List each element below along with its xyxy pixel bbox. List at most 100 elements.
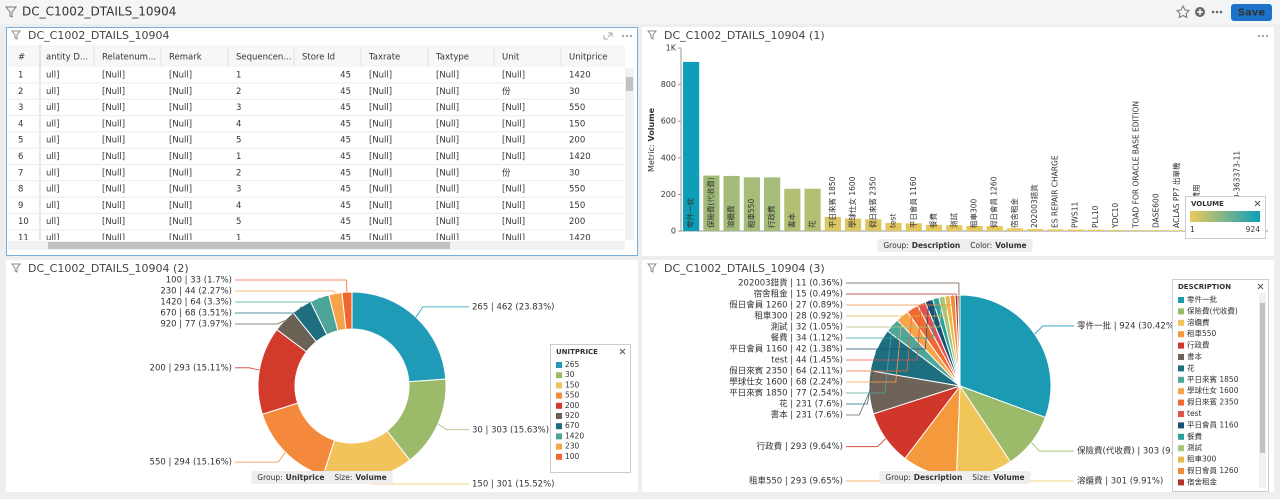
v-scrollbar[interactable] [625,68,634,240]
slice-label: 餐費 | 34 (1.12%) [771,333,843,344]
bar-label: 溶纜費 [726,205,736,228]
table-cell: 150 [569,119,585,129]
panel-title: DC_C1002_DTAILS_10904 [28,29,170,42]
legend-label[interactable]: 書本 [1187,351,1203,361]
legend-label[interactable]: 溶纜費 [1187,317,1210,327]
table-cell: 2 [236,168,241,178]
leader-line [235,279,348,293]
legend-label[interactable]: 宿舍租金 [1187,476,1217,486]
column-header: Sequencen... [236,53,291,63]
column-header: Relatenum... [102,53,156,63]
table-cell: 1 [236,152,241,162]
legend-label[interactable]: 202003錯貨 [1187,488,1231,498]
slice [341,291,353,330]
slice-label: 保險費(代收費) | 303 (9.97%) [1077,446,1195,457]
legend-label[interactable]: 150 [565,380,580,389]
legend-label[interactable]: 265 [565,360,580,369]
bar-label: ACLAS PP7 出單機 [1171,162,1181,228]
legend-label[interactable]: 學球仕女 1600 [1187,385,1239,395]
bar-label: 書本 [786,213,796,228]
panel-icons [11,30,1268,273]
bar [1128,230,1145,231]
legend-swatch [1178,354,1184,360]
bar-label: 202003錯貨 [1029,184,1039,228]
y-axis-label-key: Metric: [647,144,656,172]
legend-swatch [556,443,562,450]
slice-label: 1420 | 64 (3.3%) [160,298,232,308]
legend-label[interactable]: 670 [565,421,580,430]
filter-icon[interactable] [4,6,18,18]
leader-line [846,392,870,416]
y-tick-label: 200 [661,190,676,199]
table-cell: [Null] [102,152,125,162]
legend-label[interactable]: 230 [565,442,580,451]
legend-close[interactable] [1257,283,1264,290]
h-scroll-thumb[interactable] [48,242,450,249]
table-cell: 45 [340,185,351,195]
legend-swatch [1178,433,1184,440]
bar-label: 學球仕女 1600 [847,176,857,228]
legend-swatch [1178,479,1184,486]
table-cell: [Null] [436,87,459,97]
star-icon[interactable] [1175,4,1191,19]
legend-label[interactable]: 零件一批 [1187,294,1217,304]
legend-label[interactable]: 保險費(代收費) [1187,305,1238,315]
more-icon[interactable] [1211,10,1223,14]
leader-line [235,451,286,463]
save-button[interactable] [1231,4,1272,21]
slice-label: 學球仕女 1600 | 68 (2.24%) [729,377,843,388]
table-cell: 45 [340,136,351,146]
legend-scroll-thumb[interactable] [1260,303,1265,453]
legend-label[interactable]: 1420 [565,431,584,440]
table-cell: [Null] [169,119,192,129]
table-cell: [Null] [102,71,125,81]
table-cell: [Null] [102,136,125,146]
table-cell: ull] [46,87,59,97]
legend-label[interactable]: 平日來賓 1850 [1187,374,1239,384]
table-cell: 3 [236,103,241,113]
legend-swatch [556,423,562,430]
table-cell: ull] [46,168,59,178]
legend-label[interactable]: 租車300 [1187,454,1217,464]
legend-close[interactable] [1254,200,1261,207]
legend-swatch [1178,308,1184,315]
table-cell: [Null] [169,87,192,97]
table-cell: 7 [18,168,23,178]
legend-label[interactable]: 平日會員 1160 [1187,419,1239,429]
legend-label[interactable]: test [1187,409,1201,418]
legend-label[interactable]: 行政費 [1187,340,1210,350]
legend-min: 1 [1190,225,1195,234]
legend-label[interactable]: 假日會員 1260 [1187,465,1239,475]
v-scroll-thumb[interactable] [626,77,633,91]
table-cell: 份 [502,86,511,97]
legend-label[interactable]: 100 [565,452,580,461]
table-cell: 45 [340,234,351,244]
save-label[interactable]: Save [1238,8,1265,19]
table-cell: [Null] [169,201,192,211]
legend-label[interactable]: 租車550 [1187,328,1217,338]
table-cell: 3 [18,103,23,113]
table-cell: ull] [46,217,59,227]
legend-label[interactable]: 測試 [1187,442,1203,452]
legend-label[interactable]: 30 [565,370,575,379]
legend-close[interactable] [619,348,626,355]
legend-label[interactable]: 花 [1187,362,1195,372]
panel-title: DC_C1002_DTAILS_10904 (3) [664,262,825,275]
bar [804,188,821,231]
slice-label: 202003錯貨 | 11 (0.36%) [738,278,843,289]
table-cell: [Null] [169,234,192,244]
legend-label[interactable]: 餐費 [1187,431,1203,441]
slice-label: 平日來賓 1850 | 77 (2.54%) [729,388,843,399]
legend-label[interactable]: 550 [565,391,580,400]
leader-line [1034,325,1074,335]
table-cell: 4 [236,119,241,129]
y-tick-label: 600 [661,117,676,126]
legend-label[interactable]: 假日來賓 2350 [1187,397,1239,407]
slice-label: 920 | 77 (3.97%) [160,320,232,330]
table-cell: 3 [236,185,241,195]
bar [763,177,781,231]
table-cell: [Null] [102,217,125,227]
legend-label[interactable]: 200 [565,401,580,410]
bar [966,225,983,231]
legend-label[interactable]: 920 [565,411,580,420]
